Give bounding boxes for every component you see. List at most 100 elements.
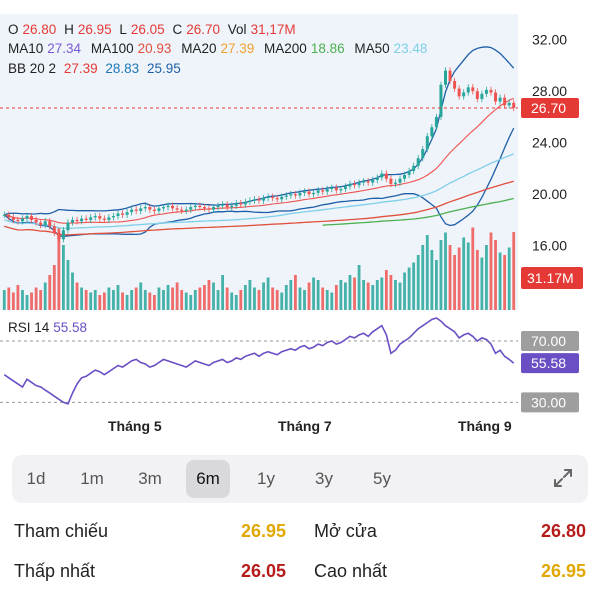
volume-bar: [257, 290, 261, 310]
candle-body: [343, 186, 347, 190]
range-5y-button[interactable]: 5y: [373, 469, 391, 488]
stat-reference-value: 26.95: [240, 521, 286, 541]
candle-body: [425, 136, 429, 150]
candle-body: [71, 219, 74, 223]
candle-body: [248, 200, 252, 202]
candle-body: [389, 178, 393, 184]
candle-body: [125, 212, 129, 215]
volume-bar: [48, 275, 52, 310]
candle-body: [30, 216, 34, 220]
volume-bar: [80, 287, 83, 310]
volume-bar: [498, 252, 502, 310]
ma20-label: MA20: [181, 41, 217, 56]
volume-bar: [253, 287, 256, 310]
volume-bar: [303, 290, 306, 310]
candle-body: [430, 127, 434, 137]
volume-bar: [407, 267, 411, 310]
candle-body: [34, 219, 38, 223]
volume-bar: [116, 285, 120, 310]
volume-bar: [403, 272, 406, 310]
volume-bar: [316, 280, 320, 310]
volume-bar: [102, 292, 106, 310]
volume-bar: [339, 280, 343, 310]
volume-bar: [180, 290, 184, 310]
range-6m-button[interactable]: 6m: [186, 460, 230, 498]
volume-bar: [485, 245, 488, 310]
volume-bar: [243, 285, 247, 310]
stat-reference-label: Tham chiếu: [14, 521, 109, 541]
stat-low-label: Thấp nhất: [14, 561, 96, 581]
range-1m-button[interactable]: 1m: [80, 469, 104, 488]
candle-body: [166, 205, 170, 208]
expand-icon[interactable]: [552, 467, 574, 489]
volume-bar: [121, 292, 124, 310]
rsi-upper-tag: [521, 331, 579, 351]
candle-body: [75, 219, 79, 222]
ma50-label: MA50: [354, 41, 390, 56]
candle-body: [325, 189, 329, 192]
volume-bar: [266, 277, 270, 310]
ma10-label: MA10: [8, 41, 44, 56]
candle-body: [330, 187, 334, 190]
volume-bar: [198, 287, 202, 310]
candle-body: [80, 218, 84, 222]
volume-bar: [148, 292, 152, 310]
bb-middle-value: 28.83: [105, 61, 140, 76]
volume-bar: [439, 240, 443, 310]
rsi-chart[interactable]: 70.00 55.58 30.00: [0, 314, 600, 414]
range-3y-button[interactable]: 3y: [315, 469, 333, 488]
candle-body: [503, 97, 507, 106]
candle-body: [403, 174, 407, 179]
volume-bar: [171, 287, 174, 310]
volume-bar: [448, 245, 452, 310]
candle-body: [489, 89, 493, 93]
price-tag: [521, 97, 579, 118]
candle-body: [7, 214, 11, 218]
candle-body: [366, 181, 370, 183]
range-1d-button[interactable]: 1d: [26, 469, 46, 488]
x-label-may: Tháng 5: [108, 418, 162, 434]
volume-bar: [157, 287, 161, 310]
volume-bar: [139, 282, 143, 310]
candle-body: [471, 87, 475, 92]
volume-value: 31,17M: [250, 22, 296, 37]
ma100-label: MA100: [90, 41, 134, 56]
candle-body: [193, 205, 197, 208]
x-label-sept: Tháng 9: [458, 418, 512, 434]
volume-bar: [75, 282, 79, 310]
candle-body: [398, 178, 402, 183]
candle-body: [107, 217, 111, 220]
rsi-lower-tag: [521, 392, 579, 413]
volume-bar: [52, 265, 56, 310]
volume-bar: [489, 232, 493, 310]
candle-body: [457, 88, 461, 97]
ohlc-header: O 26.80 H 26.95 L 26.05 C 26.70 Vol 31,17M: [8, 22, 300, 37]
volume-bar: [71, 272, 74, 310]
y-tick-label: 16.00: [532, 238, 567, 254]
volume-bar: [357, 265, 361, 310]
rsi-label: RSI 14: [8, 320, 50, 335]
volume-bar: [412, 262, 416, 310]
volume-bar: [189, 295, 193, 310]
range-1y-button[interactable]: 1y: [257, 469, 275, 488]
stat-open-value: 26.80: [540, 521, 586, 541]
candle-body: [180, 209, 184, 211]
candle-body: [475, 91, 479, 99]
volume-bar: [321, 287, 325, 310]
volume-bar: [30, 292, 33, 310]
candle-body: [48, 221, 52, 227]
volume-bar: [7, 287, 11, 310]
candle-body: [334, 187, 338, 191]
price-tag-text: 26.70: [531, 100, 566, 116]
stat-open-label: Mở cửa: [314, 521, 377, 541]
candle-body: [353, 183, 357, 186]
volume-bar: [503, 255, 507, 310]
range-selector: 1d 1m 3m 6m 1y 3y 5y: [12, 455, 588, 503]
low-label: L: [119, 22, 127, 37]
candle-body: [252, 199, 256, 201]
rsi-current-tag-text: 55.58: [531, 355, 566, 371]
volume-bar: [34, 287, 38, 310]
range-3m-button[interactable]: 3m: [138, 469, 162, 488]
volume-bar: [2, 290, 6, 310]
